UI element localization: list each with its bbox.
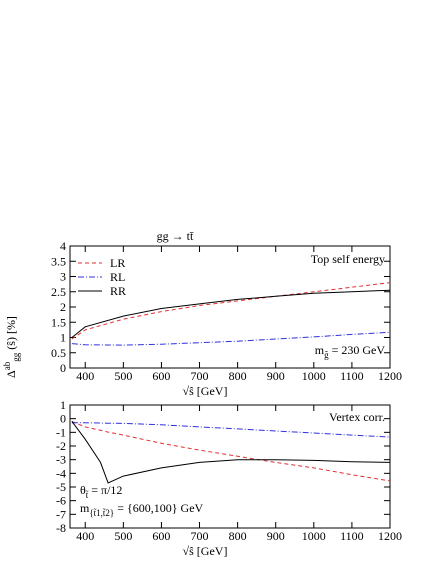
x-tick-label: 1000 [302,369,326,383]
x-tick-label: 500 [114,369,132,383]
text-part: m [315,343,325,357]
x-tick-label: 700 [191,369,209,383]
x-tick-label: 1200 [378,529,402,543]
text-part: t̃ [86,490,89,500]
annotation: Top self energy [311,252,385,266]
text-part: = π/12 [88,483,122,497]
y-tick-label: -6 [56,494,66,508]
y-tick-label: -5 [56,480,66,494]
text-part: m [80,501,90,515]
x-tick-label: 600 [152,529,170,543]
x-axis-label: √ŝ [GeV] [183,384,228,398]
y-tick-label: 2 [60,300,66,314]
y-tick-label: 2.5 [51,285,66,299]
y-tick-label: -3 [56,453,66,467]
y-tick-label: 1 [60,398,66,412]
x-tick-label: 1100 [340,529,364,543]
y-tick-label: -4 [56,466,66,480]
text-part: Vertex corr. [329,410,385,424]
series-line [71,421,391,484]
y-tick-label: 3.5 [51,254,66,268]
annotation: θt̃​ = π/12 [80,483,122,500]
y-axis-label: Δab​gg​ (ŝ) [%] [2,316,21,378]
text-part: {t̃1,t̃2} [89,508,114,518]
y-tick-label: 0 [60,361,66,375]
text-part: θ [80,483,86,497]
x-tick-label: 800 [229,529,247,543]
x-tick-label: 500 [114,529,132,543]
y-tick-label: -7 [56,507,66,521]
y-tick-label: 3 [60,270,66,284]
x-tick-label: 1000 [302,529,326,543]
legend-label: LR [110,256,125,270]
y-tick-label: -2 [56,439,66,453]
legend-label: RL [110,270,125,284]
annotation: mg̃​ = 230 GeV [315,343,386,360]
y-tick-label: 0 [60,412,66,426]
text-part: g̃ [324,350,329,360]
y-tick-label: 4 [60,239,66,253]
text-part: (ŝ) [%] [4,316,18,353]
y-tick-label: 0.5 [51,346,66,360]
x-tick-label: 1200 [378,369,402,383]
series-line [71,331,391,346]
x-tick-label: 800 [229,369,247,383]
x-tick-label: 1100 [340,369,364,383]
plot-frame [69,404,391,529]
y-tick-label: 1.5 [51,315,66,329]
series-line [71,420,391,482]
x-tick-label: 400 [76,529,94,543]
x-tick-label: 700 [191,529,209,543]
x-tick-label: 600 [152,369,170,383]
annotation: m{t̃1,t̃2}​ = {600,100} GeV [80,501,204,518]
text-part: ab [2,361,12,370]
text-part: = {600,100} GeV [114,501,203,515]
x-tick-label: 400 [76,369,94,383]
series-line [71,282,391,340]
x-tick-label: 900 [267,529,285,543]
text-part: = 230 GeV [329,343,386,357]
text-part: Δ [4,370,18,378]
annotation: Vertex corr. [329,410,385,424]
text-part: gg [11,352,21,362]
x-axis-label: √ŝ [GeV] [183,544,228,558]
y-tick-label: -8 [56,521,66,535]
x-tick-label: 900 [267,369,285,383]
series-line [71,422,391,438]
series-line [71,289,391,338]
legend-label: RR [110,284,126,298]
y-tick-label: 1 [60,331,66,345]
chart-title: gg → tt̄ [157,229,194,243]
text-part: Top self energy [311,252,385,266]
y-tick-label: -1 [56,425,66,439]
